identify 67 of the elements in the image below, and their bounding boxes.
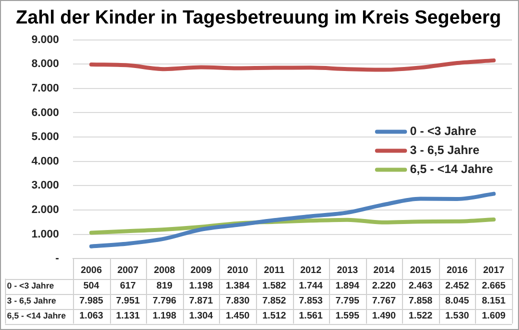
data-label: 1.595 bbox=[335, 310, 360, 322]
data-label: 1.063 bbox=[79, 310, 104, 322]
data-label: 819 bbox=[156, 280, 172, 292]
data-label: 8.045 bbox=[445, 296, 470, 307]
y-tick-label: 5.000 bbox=[31, 131, 59, 144]
data-label: 7.858 bbox=[408, 296, 432, 307]
legend-label: 3 - 6,5 Jahre bbox=[410, 143, 480, 158]
data-label: 1.744 bbox=[298, 280, 324, 292]
data-label: 2.220 bbox=[372, 280, 396, 292]
x-tick-label: 2015 bbox=[410, 264, 432, 276]
text: 3 - 6,5 Jahre bbox=[7, 295, 56, 306]
data-label: 504 bbox=[83, 280, 100, 292]
legend-label: 0 - <3 Jahre bbox=[410, 124, 477, 138]
data-label: 1.304 bbox=[189, 310, 214, 322]
data-label: 1.530 bbox=[445, 310, 470, 322]
data-label: 8.151 bbox=[482, 296, 506, 307]
x-tick-label: 2016 bbox=[446, 264, 468, 276]
data-label: 617 bbox=[120, 280, 136, 292]
text: 6,5 - <14 Jahre bbox=[7, 310, 66, 320]
y-tick-label: - bbox=[55, 252, 60, 265]
data-label: 7.985 bbox=[79, 296, 104, 307]
data-label: 1.609 bbox=[482, 310, 506, 322]
x-tick-label: 2006 bbox=[80, 264, 102, 276]
y-tick-label: 8.000 bbox=[31, 58, 59, 70]
data-label: 1.384 bbox=[226, 280, 250, 292]
data-label: 7.830 bbox=[226, 296, 250, 307]
data-label: 7.796 bbox=[152, 296, 176, 307]
x-tick-label: 2010 bbox=[227, 264, 248, 276]
x-tick-label: 2017 bbox=[483, 264, 504, 276]
line-series bbox=[89, 192, 496, 248]
x-tick-label: 2007 bbox=[117, 264, 138, 276]
data-label: 7.767 bbox=[372, 296, 396, 307]
y-tick-label: 1.000 bbox=[31, 228, 59, 240]
line-series bbox=[89, 58, 496, 72]
data-label: 1.582 bbox=[262, 280, 286, 292]
data-label: 1.198 bbox=[189, 280, 213, 292]
data-label: 7.951 bbox=[116, 296, 140, 307]
text: 0 - <3 Jahre bbox=[7, 280, 54, 290]
data-label: 1.894 bbox=[335, 280, 360, 292]
y-tick-label: 4.000 bbox=[31, 155, 59, 168]
data-label: 1.522 bbox=[408, 310, 432, 322]
x-tick-label: 2009 bbox=[190, 264, 212, 276]
chart-title: Zahl der Kinder in Tagesbetreuung im Kreis Segeberg bbox=[16, 8, 502, 29]
data-label: 1.450 bbox=[226, 310, 250, 322]
x-tick-label: 2008 bbox=[154, 264, 176, 276]
data-label: 7.852 bbox=[262, 296, 286, 307]
legend-label: 6,5 - <14 Jahre bbox=[410, 162, 494, 176]
y-tick-label: 7.000 bbox=[31, 82, 59, 94]
data-label: 7.795 bbox=[335, 296, 360, 307]
x-tick-label: 2011 bbox=[264, 264, 286, 276]
data-label: 2.452 bbox=[445, 280, 470, 292]
y-tick-label: 2.000 bbox=[31, 204, 59, 216]
data-label: 2.463 bbox=[408, 280, 432, 292]
x-tick-label: 2014 bbox=[373, 264, 396, 276]
data-label: 1.561 bbox=[298, 310, 324, 322]
data-label: 7.871 bbox=[189, 296, 214, 307]
data-label: 1.490 bbox=[372, 310, 396, 322]
data-label: 1.512 bbox=[262, 310, 286, 322]
data-label: 1.198 bbox=[152, 310, 176, 322]
x-tick-label: 2013 bbox=[336, 264, 358, 276]
y-tick-label: 6.000 bbox=[31, 106, 59, 119]
data-label: 1.131 bbox=[116, 310, 140, 322]
data-label: 7.853 bbox=[298, 296, 323, 307]
y-tick-label: 9.000 bbox=[31, 34, 59, 46]
data-label: 2.665 bbox=[482, 280, 506, 292]
y-tick-label: 3.000 bbox=[31, 180, 59, 192]
x-tick-label: 2012 bbox=[300, 264, 322, 276]
